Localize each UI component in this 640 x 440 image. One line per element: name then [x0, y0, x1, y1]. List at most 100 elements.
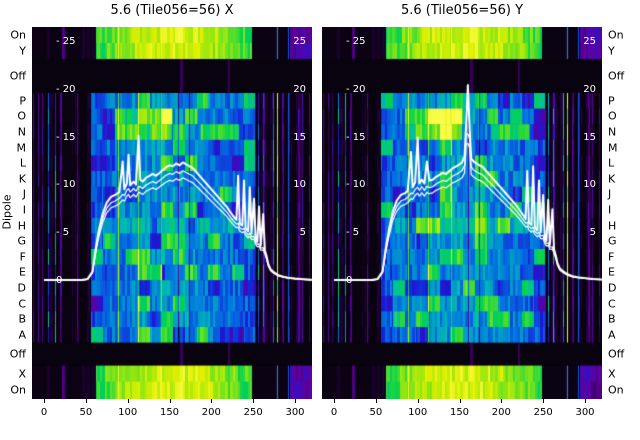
y-tick-label: - 25	[56, 36, 76, 47]
y-tick-label-right: 20	[293, 83, 306, 95]
dipole-label-left: F	[19, 250, 26, 264]
x-tick-label: 100	[118, 407, 138, 418]
dipole-label-left: On	[10, 383, 26, 397]
x-tick-label: 200	[201, 407, 221, 418]
x-tick-label: 50	[79, 407, 93, 418]
x-tick-mark	[253, 399, 255, 403]
dipole-label-left: Off	[9, 69, 26, 83]
dipole-label-right: K	[608, 172, 616, 186]
dipole-label-right: O	[608, 109, 617, 123]
x-tick-mark	[295, 399, 296, 403]
x-tick-mark	[127, 399, 129, 403]
x-tick-mark	[585, 399, 586, 403]
dipole-label-left: A	[18, 328, 26, 342]
y-tick-label: - 10	[346, 179, 366, 191]
dipole-label-left: X	[18, 367, 26, 381]
x-tick-mark	[169, 399, 171, 403]
dipole-label-right: I	[608, 203, 612, 217]
dipole-label-left: J	[22, 187, 26, 201]
heatmap-panel-y	[322, 27, 602, 399]
y-tick-label: - 20	[56, 83, 76, 95]
y-tick-label: - 5	[346, 227, 360, 239]
y-tick-label: - 15	[346, 131, 366, 143]
dipole-label-left: G	[17, 234, 26, 248]
x-tick-mark	[211, 399, 213, 403]
x-tick-label: 0	[40, 407, 48, 418]
x-tick-mark	[334, 399, 335, 403]
dipole-label-left: O	[17, 109, 26, 123]
x-tick-label: 200	[491, 407, 511, 418]
y-tick-label-right: 25	[293, 36, 306, 47]
dipole-label-left: E	[19, 265, 26, 279]
dipole-label-right: L	[608, 156, 615, 170]
dipole-label-left: M	[16, 141, 27, 155]
dipole-label-right: D	[608, 281, 617, 295]
y-tick-label: - 15	[56, 131, 76, 143]
x-tick-mark	[85, 399, 87, 403]
dipole-label-right: J	[608, 187, 612, 201]
dipole-label-right: On	[608, 28, 624, 42]
dipole-label-right: G	[608, 234, 617, 248]
y-tick-label: 0	[56, 275, 63, 286]
x-tick-label: 0	[330, 407, 338, 418]
dipole-label-right: Y	[608, 44, 615, 58]
x-tick-mark	[417, 399, 419, 403]
x-tick-label: 50	[369, 407, 383, 418]
dipole-label-right: F	[608, 250, 615, 264]
dipole-label-left: C	[18, 297, 26, 311]
dipole-label-left: Y	[19, 44, 26, 58]
y-tick-label-right: 5	[299, 227, 306, 239]
y-tick-label: - 25	[346, 36, 366, 47]
dipole-label-right: M	[608, 141, 618, 155]
y-tick-label-right: 15	[583, 131, 596, 143]
dipole-label-right: H	[608, 219, 617, 233]
heatmap-panel-x	[32, 27, 312, 399]
panel-y-title: 5.6 (Tile056=56) Y	[400, 3, 524, 18]
dipole-label-left: L	[19, 156, 26, 170]
y-axis-label: Dipole	[0, 194, 14, 230]
dipole-label-left: N	[17, 125, 26, 139]
x-tick-label: 250	[243, 407, 263, 418]
dipole-label-left: H	[17, 219, 26, 233]
dipole-label-right: Off	[608, 69, 625, 83]
dipole-label-left: B	[18, 312, 26, 326]
x-tick-label: 300	[285, 407, 305, 418]
dipole-label-right: Off	[608, 347, 625, 361]
dipole-label-left: K	[18, 172, 26, 186]
x-tick-label: 150	[449, 407, 470, 418]
x-tick-mark	[501, 399, 503, 403]
dipole-label-left: P	[19, 94, 26, 108]
x-tick-label: 300	[575, 407, 595, 418]
y-tick-label-right: 10	[293, 179, 306, 191]
y-tick-label: 0	[346, 275, 353, 286]
y-tick-label-right: 10	[583, 179, 596, 191]
dipole-label-right: On	[608, 383, 624, 397]
x-tick-mark	[44, 399, 45, 403]
y-tick-label-right: 25	[583, 36, 596, 47]
y-tick-label-right: 5	[589, 227, 596, 239]
dipole-label-left: Off	[9, 347, 26, 361]
dipole-label-right: P	[608, 94, 615, 108]
dipole-label-right: C	[608, 297, 616, 311]
y-tick-label: - 10	[56, 179, 76, 191]
x-tick-mark	[375, 399, 377, 403]
y-tick-label-right: 20	[583, 83, 596, 95]
x-tick-label: 250	[533, 407, 553, 418]
dipole-label-right: N	[608, 125, 617, 139]
dipole-label-left: D	[17, 281, 26, 295]
y-tick-label: - 20	[346, 83, 366, 95]
dipole-label-left: I	[22, 203, 26, 217]
dipole-label-right: E	[608, 265, 615, 279]
dipole-label-right: A	[608, 328, 616, 342]
x-tick-label: 150	[159, 407, 180, 418]
x-tick-label: 100	[408, 407, 428, 418]
x-tick-mark	[543, 399, 545, 403]
x-tick-mark	[459, 399, 461, 403]
y-tick-label-right: 15	[293, 131, 306, 143]
dipole-label-right: B	[608, 312, 616, 326]
dipole-label-right: X	[608, 367, 616, 381]
panel-x-title: 5.6 (Tile056=56) X	[110, 3, 234, 18]
dipole-label-left: On	[10, 28, 26, 42]
y-tick-label: - 5	[56, 227, 70, 239]
